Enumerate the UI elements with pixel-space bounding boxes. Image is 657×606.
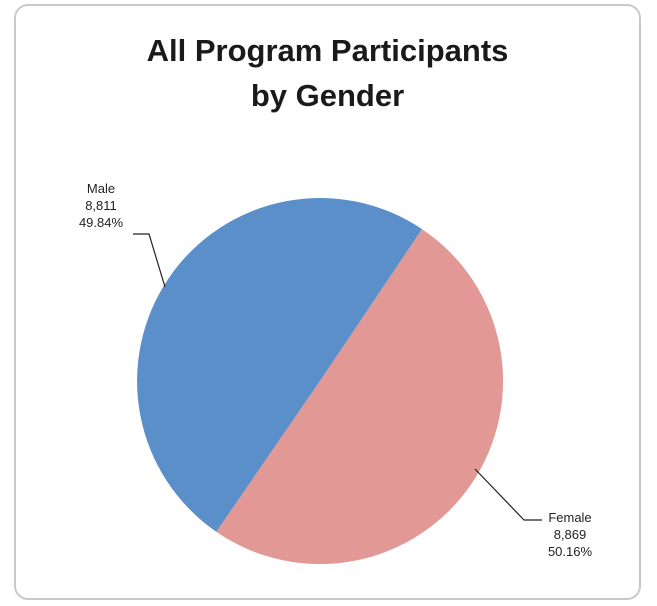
pie-slice-female [216, 229, 504, 565]
chart-title: All Program Participants by Gender [14, 28, 641, 118]
pie-slice-male [137, 198, 423, 532]
female-leader-line [474, 468, 542, 521]
female-label: Female [548, 510, 591, 525]
female-percent-label: 50.16% [548, 544, 593, 559]
male-label: Male [87, 181, 115, 196]
pie-slices [137, 198, 504, 565]
male-leader-line [133, 233, 166, 288]
male-value-label: 8,811 [85, 198, 117, 213]
chart-title-line-2: by Gender [250, 78, 405, 113]
male-percent-label: 49.84% [79, 215, 124, 230]
chart-title-line-1: All Program Participants [146, 33, 509, 68]
female-value-label: 8,869 [554, 527, 587, 542]
